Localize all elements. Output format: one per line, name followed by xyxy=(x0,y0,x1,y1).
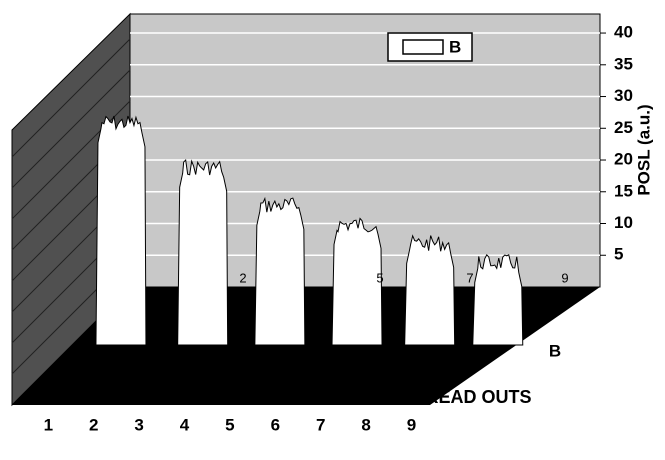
bar xyxy=(331,217,383,346)
wall-line xyxy=(11,38,131,158)
legend-label: B xyxy=(449,37,461,56)
depth-label: B xyxy=(549,341,561,360)
floor-label: 5 xyxy=(376,270,383,285)
legend-swatch xyxy=(402,39,444,55)
y-tick-label: 15 xyxy=(614,181,633,200)
bar xyxy=(472,254,524,346)
x-tick-label: 5 xyxy=(225,415,234,434)
y-tick-label: 35 xyxy=(614,54,633,73)
y-tick-label: 40 xyxy=(614,23,633,42)
y-tick-label: 30 xyxy=(614,86,633,105)
wall-line xyxy=(11,100,131,220)
x-axis-label: NO. OF READ OUTS xyxy=(358,387,531,407)
bar xyxy=(177,158,229,346)
floor-label: 2 xyxy=(239,270,246,285)
x-tick-label: 8 xyxy=(361,415,370,434)
bars xyxy=(95,115,524,346)
y-tick-label: 25 xyxy=(614,118,633,137)
wall-line xyxy=(11,69,131,189)
x-tick-label: 1 xyxy=(44,415,53,434)
bar xyxy=(95,115,147,346)
bar xyxy=(254,196,306,346)
x-tick-label: 7 xyxy=(316,415,325,434)
x-tick-label: 6 xyxy=(271,415,280,434)
y-tick-label: 5 xyxy=(614,245,623,264)
x-tick-label: 2 xyxy=(89,415,98,434)
legend: B xyxy=(387,32,473,62)
y-tick-label: 10 xyxy=(614,213,633,232)
x-tick-label: 4 xyxy=(180,415,190,434)
x-tick-label: 9 xyxy=(407,415,416,434)
y-axis-label: POSL (a.u.) xyxy=(634,104,653,195)
bar xyxy=(404,234,456,346)
floor-label: 7 xyxy=(466,270,473,285)
y-tick-label: 20 xyxy=(614,150,633,169)
x-tick-label: 3 xyxy=(134,415,143,434)
floor-label: 9 xyxy=(561,270,568,285)
